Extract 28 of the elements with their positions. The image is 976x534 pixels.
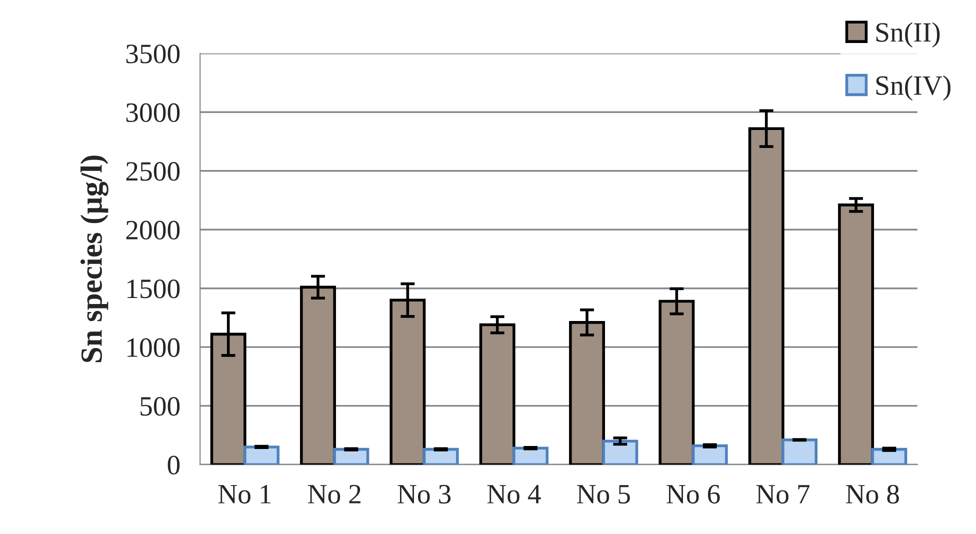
legend-label: Sn(II) bbox=[876, 22, 940, 48]
bar bbox=[782, 438, 818, 465]
bar bbox=[512, 446, 548, 465]
y-tick-label: 3000 bbox=[126, 103, 180, 122]
bar bbox=[422, 448, 459, 465]
y-tick-label: 3500 bbox=[126, 44, 180, 64]
bar bbox=[692, 444, 728, 465]
y-tick-label: 1500 bbox=[128, 280, 180, 298]
x-tick-label: No 7 bbox=[756, 485, 810, 504]
y-axis-title: Sn species (µg/l) bbox=[80, 156, 108, 362]
y-tick-label: 2500 bbox=[126, 162, 180, 181]
x-tick-label: No 1 bbox=[218, 484, 271, 504]
bar bbox=[871, 448, 908, 465]
legend-label: Sn(IV) bbox=[876, 75, 950, 101]
bar bbox=[244, 446, 280, 465]
x-tick-label: No 6 bbox=[666, 484, 720, 504]
x-tick-label: No 3 bbox=[398, 484, 451, 504]
x-tick-label: No 5 bbox=[577, 485, 630, 504]
bar bbox=[333, 448, 370, 465]
bar bbox=[602, 440, 638, 465]
y-tick-label: 500 bbox=[140, 397, 180, 416]
x-tick-label: No 8 bbox=[846, 484, 899, 504]
bar bbox=[838, 204, 874, 465]
y-tick-label: 0 bbox=[168, 456, 180, 474]
x-tick-label: No 4 bbox=[487, 485, 541, 504]
x-tick-label: No 2 bbox=[308, 484, 360, 504]
y-tick-label: 2000 bbox=[126, 220, 180, 240]
y-tick-label: 1000 bbox=[128, 338, 180, 358]
